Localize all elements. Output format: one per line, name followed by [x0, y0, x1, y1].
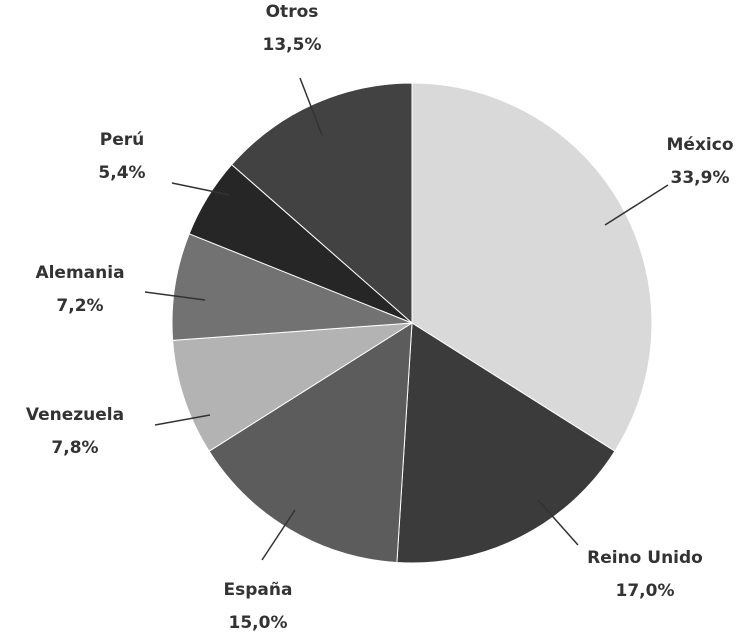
pie-slice — [208, 322, 413, 564]
leader-line — [171, 182, 231, 196]
slice-value-label: 17,0% — [616, 581, 675, 601]
slice-value-label: 7,8% — [51, 438, 98, 458]
slice-value-label: 13,5% — [263, 35, 322, 55]
pie-slice — [171, 233, 413, 341]
slice-label: España — [224, 580, 293, 600]
slice-label: Otros — [266, 2, 319, 22]
slice-value-label: 33,9% — [671, 168, 730, 188]
leader-line — [154, 414, 211, 426]
slice-label: Alemania — [35, 263, 124, 283]
pie-slice — [396, 322, 616, 564]
pie-slice — [230, 82, 413, 325]
leader-line — [261, 509, 296, 561]
slice-value-label: 7,2% — [56, 296, 103, 316]
leader-line — [144, 291, 206, 301]
leader-line — [537, 499, 579, 546]
pie-slice — [411, 82, 653, 452]
slice-value-label: 15,0% — [229, 613, 288, 633]
slice-label: Perú — [100, 130, 144, 150]
leader-line — [299, 77, 323, 136]
slice-value-label: 5,4% — [98, 163, 145, 183]
slice-label: México — [667, 135, 734, 155]
slice-label: Venezuela — [26, 405, 124, 425]
leader-line — [604, 184, 669, 226]
slice-label: Reino Unido — [587, 548, 703, 568]
pie-slice — [172, 322, 413, 452]
